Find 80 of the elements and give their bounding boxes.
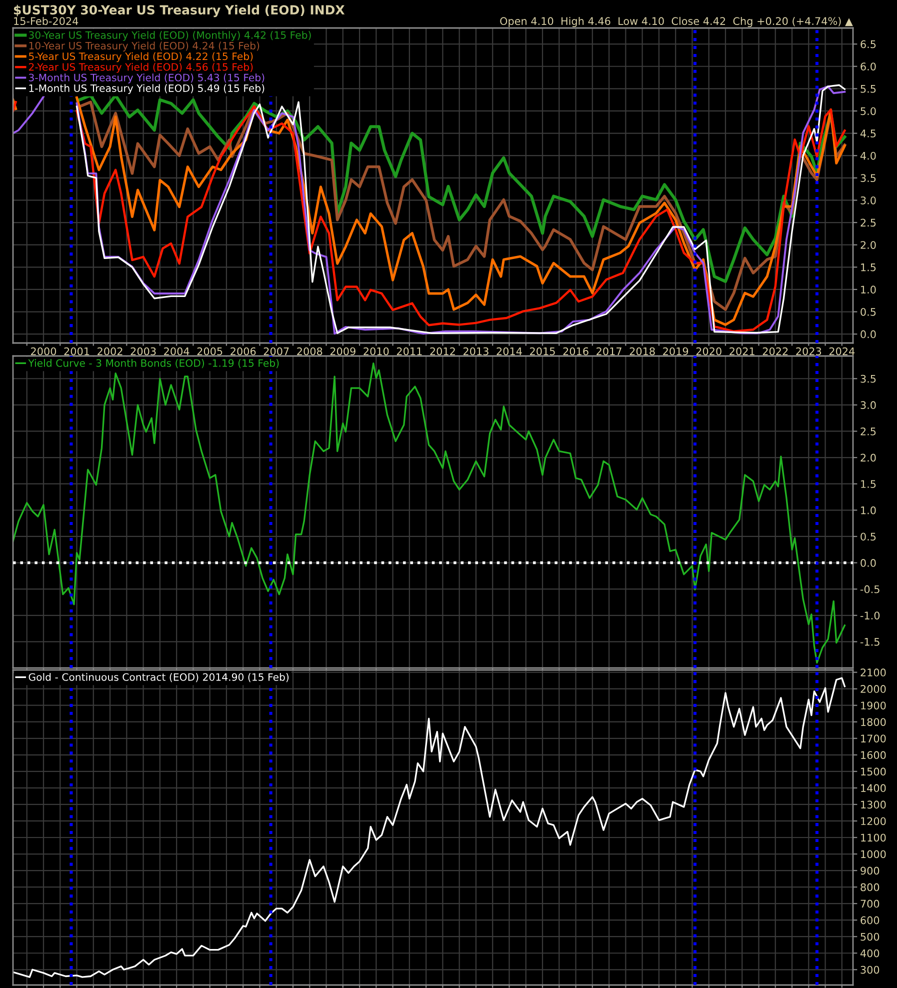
y-tick-label: 1500 (861, 768, 886, 776)
x-tick-label: 2011 (396, 347, 422, 356)
y-tick-label: 2.0 (860, 454, 876, 462)
x-tick-label: 2018 (630, 347, 655, 356)
y-tick-label: 2.5 (860, 427, 876, 436)
x-tick-label: 2008 (297, 347, 322, 356)
x-tick-label: 2012 (430, 347, 455, 356)
y-tick-label: 2.5 (860, 218, 876, 227)
y-tick-label: 400 (860, 949, 880, 958)
x-tick-label: 2015 (530, 347, 555, 356)
y-tick-label: 1100 (861, 834, 886, 842)
x-tick-label: 2021 (730, 347, 754, 356)
y-tick-label: 500 (860, 932, 880, 941)
y-tick-label: 1.5 (861, 480, 876, 488)
x-tick-label: 2013 (463, 347, 488, 356)
x-tick-label: 2020 (696, 347, 722, 356)
y-tick-label: 6.0 (860, 62, 876, 70)
y-tick-label: -1.0 (860, 612, 880, 620)
y-tick-label: 600 (860, 916, 880, 924)
x-tick-label: 2022 (762, 347, 788, 356)
y-tick-label: 0.5 (860, 532, 876, 541)
legend-label: 5-Year US Treasury Yield (EOD) 4.22 (15 Feb) (28, 52, 253, 62)
y-tick-label: -1.5 (860, 638, 880, 646)
y-tick-label: 0.5 (860, 308, 876, 316)
legend-label: 10-Year US Treasury Yield (EOD) 4.24 (15 Feb) (29, 42, 260, 52)
y-tick-label: 900 (860, 866, 880, 875)
y-tick-label: 6.5 (860, 40, 876, 48)
x-tick-label: 2017 (596, 347, 622, 356)
legend-label: 3-Month US Treasury Yield (EOD) 5.43 (15 Feb) (28, 74, 264, 84)
x-tick-label: 2010 (364, 347, 389, 356)
y-tick-label: 1400 (861, 784, 886, 792)
y-tick-label: 1.0 (861, 286, 876, 294)
y-tick-label: 2000 (860, 685, 886, 693)
y-tick-label: 1200 (861, 817, 886, 826)
x-tick-label: 2024 (829, 347, 855, 356)
y-tick-label: 5.5 (860, 85, 876, 93)
x-tick-label: 2003 (130, 347, 156, 356)
x-tick-label: 2023 (796, 347, 822, 356)
y-tick-label: 1000 (861, 850, 886, 858)
chart-subtitle: 15-Feb-2024 (14, 16, 78, 26)
y-tick-label: 300 (860, 966, 880, 974)
x-tick-label: 2004 (164, 347, 190, 356)
y-tick-label: 4.0 (860, 152, 876, 160)
y-tick-label: 800 (860, 883, 880, 892)
x-tick-label: 2001 (64, 347, 90, 356)
y-tick-label: 0.0 (860, 330, 876, 338)
y-tick-label: 2100 (860, 668, 886, 676)
y-tick-label: 3.5 (860, 174, 876, 182)
y-tick-label: 1900 (861, 702, 886, 710)
chart-title: $UST30Y 30-Year US Treasury Yield (EOD) INDX (14, 4, 345, 18)
y-tick-label: 5.0 (860, 107, 876, 116)
y-tick-label: 1.5 (861, 264, 876, 272)
x-tick-label: 2007 (264, 347, 289, 356)
y-tick-label: 0.0 (860, 559, 876, 567)
text: Open 4.10 High 4.46 Low 4.10 Close 4.42 Chg +0.20 (+4.74%) ▲ (500, 16, 853, 28)
legend-label: 2-Year US Treasury Yield (EOD) 4.56 (15 Feb) (28, 62, 253, 73)
legend-label: Gold - Continuous Contract (EOD) 2014.90 (15 Feb) (28, 673, 289, 682)
x-tick-label: 2014 (496, 347, 522, 356)
x-tick-label: 2006 (230, 347, 256, 356)
legend-label: 1-Month US Treasury Yield (EOD) 5.49 (15 Feb) (29, 84, 264, 94)
x-tick-label: 2002 (98, 347, 122, 356)
y-tick-label: 3.0 (860, 401, 876, 410)
x-tick-label: 2000 (31, 347, 56, 356)
x-tick-label: 2005 (197, 347, 222, 356)
y-tick-label: 700 (860, 900, 880, 908)
y-tick-label: 3.0 (860, 196, 876, 204)
y-tick-label: -0.5 (860, 585, 880, 594)
y-tick-label: 2.0 (860, 241, 876, 249)
y-tick-label: 4.5 (860, 130, 876, 138)
legend-label: 30-Year US Treasury Yield (EOD) (Monthly) 4.42 (15 Feb) (28, 31, 311, 41)
y-tick-label: 1600 (861, 751, 886, 760)
y-tick-label: 1300 (861, 800, 886, 809)
y-tick-label: 1800 (861, 718, 886, 726)
x-tick-label: 2019 (663, 347, 688, 356)
y-tick-label: 1700 (861, 734, 886, 742)
y-tick-label: 3.5 (860, 374, 876, 383)
x-tick-label: 2016 (563, 347, 588, 356)
x-tick-label: 2009 (330, 347, 356, 356)
legend-label: Yield Curve - 3 Month Bonds (EOD) -1.19 (15 Feb) (28, 359, 279, 368)
y-tick-label: 1.0 (861, 506, 876, 514)
